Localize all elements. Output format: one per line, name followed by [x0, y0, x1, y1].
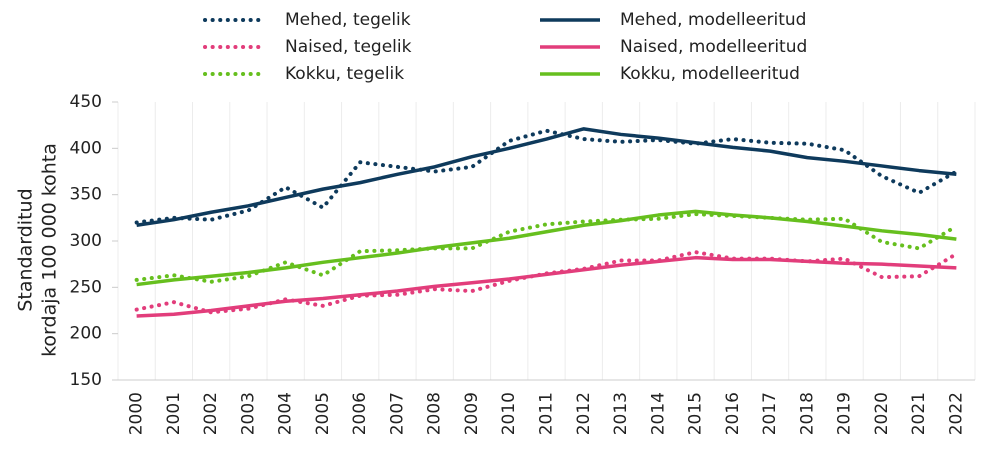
series-line	[134, 212, 959, 284]
y-tick-label: 250	[70, 277, 102, 297]
x-tick-label: 2018	[797, 392, 817, 435]
y-tick-label: 300	[70, 231, 102, 251]
series-line	[136, 255, 957, 318]
y-axis-label: kordaja 100 000 kohta	[39, 143, 61, 357]
legend-label: Mehed, modelleeritud	[620, 10, 806, 30]
y-tick-label: 200	[70, 324, 102, 344]
series-line	[136, 127, 957, 227]
x-tick-label: 2005	[313, 392, 333, 435]
x-tick-label: 2000	[127, 392, 147, 435]
x-tick-label: 2004	[276, 392, 296, 435]
x-tick-label: 2013	[611, 392, 631, 435]
x-tick-label: 2020	[872, 392, 892, 435]
x-tick-label: 2002	[201, 392, 221, 435]
x-tick-label: 2017	[760, 392, 780, 435]
legend-label: Kokku, modelleeritud	[620, 64, 800, 84]
x-tick-label: 2014	[648, 392, 668, 435]
y-tick-label: 150	[70, 370, 102, 390]
legend-label: Kokku, tegelik	[285, 64, 404, 84]
series-line	[136, 209, 957, 287]
x-tick-label: 2008	[425, 392, 445, 435]
series-line	[134, 128, 959, 225]
legend-label: Naised, tegelik	[285, 37, 412, 57]
y-tick-label: 450	[70, 92, 102, 112]
y-tick-label: 350	[70, 185, 102, 205]
x-tick-label: 2021	[909, 392, 929, 435]
x-tick-label: 2012	[574, 392, 594, 435]
legend-label: Mehed, tegelik	[285, 10, 411, 30]
x-tick-label: 2022	[946, 392, 966, 435]
x-tick-label: 2011	[537, 392, 557, 435]
y-tick-label: 400	[70, 138, 102, 158]
x-tick-label: 2015	[686, 392, 706, 435]
y-axis-label: Standarditud	[15, 188, 37, 311]
x-tick-label: 2019	[835, 392, 855, 435]
x-tick-label: 2010	[499, 392, 519, 435]
x-tick-label: 2009	[462, 392, 482, 435]
x-tick-label: 2016	[723, 392, 743, 435]
x-tick-label: 2006	[350, 392, 370, 435]
x-tick-label: 2001	[164, 392, 184, 435]
x-tick-label: 2007	[387, 392, 407, 435]
x-tick-label: 2003	[238, 392, 258, 435]
legend-label: Naised, modelleeritud	[620, 37, 807, 57]
